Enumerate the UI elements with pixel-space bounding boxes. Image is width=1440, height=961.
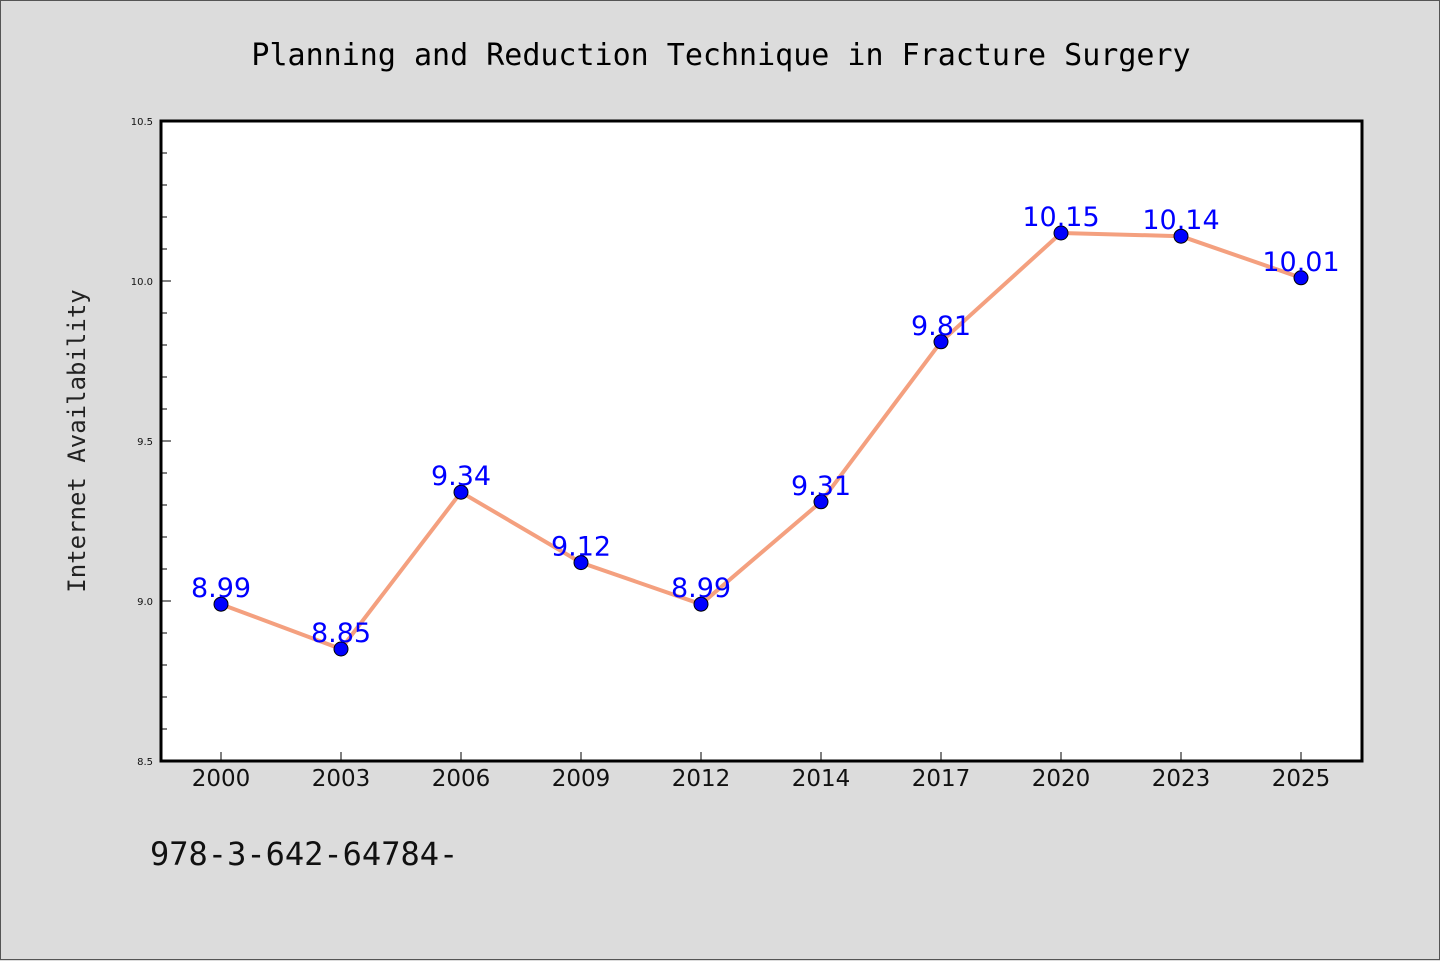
data-label: 9.34 bbox=[431, 461, 491, 492]
series-line bbox=[219, 231, 1303, 651]
y-tick-label: 9.5 bbox=[137, 437, 153, 448]
data-label: 9.12 bbox=[551, 532, 611, 563]
x-tick-label: 2009 bbox=[552, 766, 611, 792]
data-label: 10.01 bbox=[1262, 247, 1339, 278]
y-tick-label: 10.0 bbox=[131, 277, 153, 288]
x-tick-label: 2023 bbox=[1152, 766, 1211, 792]
x-tick-label: 2003 bbox=[312, 766, 371, 792]
y-tick-label: 8.5 bbox=[137, 757, 153, 768]
data-point bbox=[813, 494, 829, 510]
data-point bbox=[573, 555, 589, 571]
x-tick-label: 2025 bbox=[1272, 766, 1331, 792]
data-label: 8.85 bbox=[311, 618, 371, 649]
data-point bbox=[1293, 270, 1309, 286]
x-tick-label: 2012 bbox=[672, 766, 731, 792]
series-layer bbox=[213, 225, 1309, 657]
plot-area bbox=[159, 119, 1364, 763]
x-tick-label: 2020 bbox=[1032, 766, 1091, 792]
y-tick-label: 9.0 bbox=[137, 597, 153, 608]
data-label: 10.15 bbox=[1022, 202, 1099, 233]
x-tick-label: 2000 bbox=[192, 766, 251, 792]
data-point bbox=[933, 334, 949, 350]
data-label-layer: 8.99 8.85 9.34 9.12 8.99 9.31 9.81 10.15 10.14 10… bbox=[191, 202, 1340, 649]
x-tick-label: 2014 bbox=[792, 766, 851, 792]
data-point bbox=[1173, 228, 1189, 244]
data-label: 9.31 bbox=[791, 471, 851, 502]
data-point bbox=[693, 596, 709, 612]
x-tick-label: 2006 bbox=[432, 766, 491, 792]
data-point bbox=[453, 484, 469, 500]
y-tick-label: 10.5 bbox=[131, 117, 153, 128]
data-label: 8.99 bbox=[191, 573, 251, 604]
data-label: 10.14 bbox=[1142, 205, 1219, 236]
footer-code: 978-3-642-64784- bbox=[150, 835, 458, 873]
data-point bbox=[1053, 225, 1069, 241]
y-axis-ticks: 8.5 9.0 9.5 10.0 10.5 bbox=[131, 117, 171, 768]
y-axis-label: Internet Availability bbox=[63, 289, 91, 592]
x-tick-label: 2017 bbox=[912, 766, 971, 792]
data-label: 8.99 bbox=[671, 573, 731, 604]
data-label: 9.81 bbox=[911, 311, 971, 342]
data-point bbox=[333, 641, 349, 657]
chart-title: Planning and Reduction Technique in Frac… bbox=[251, 38, 1190, 73]
x-axis-ticks: 2000 2003 2006 2009 2012 2014 2017 2020 2023 2025 bbox=[192, 752, 1331, 792]
data-point bbox=[213, 596, 229, 612]
